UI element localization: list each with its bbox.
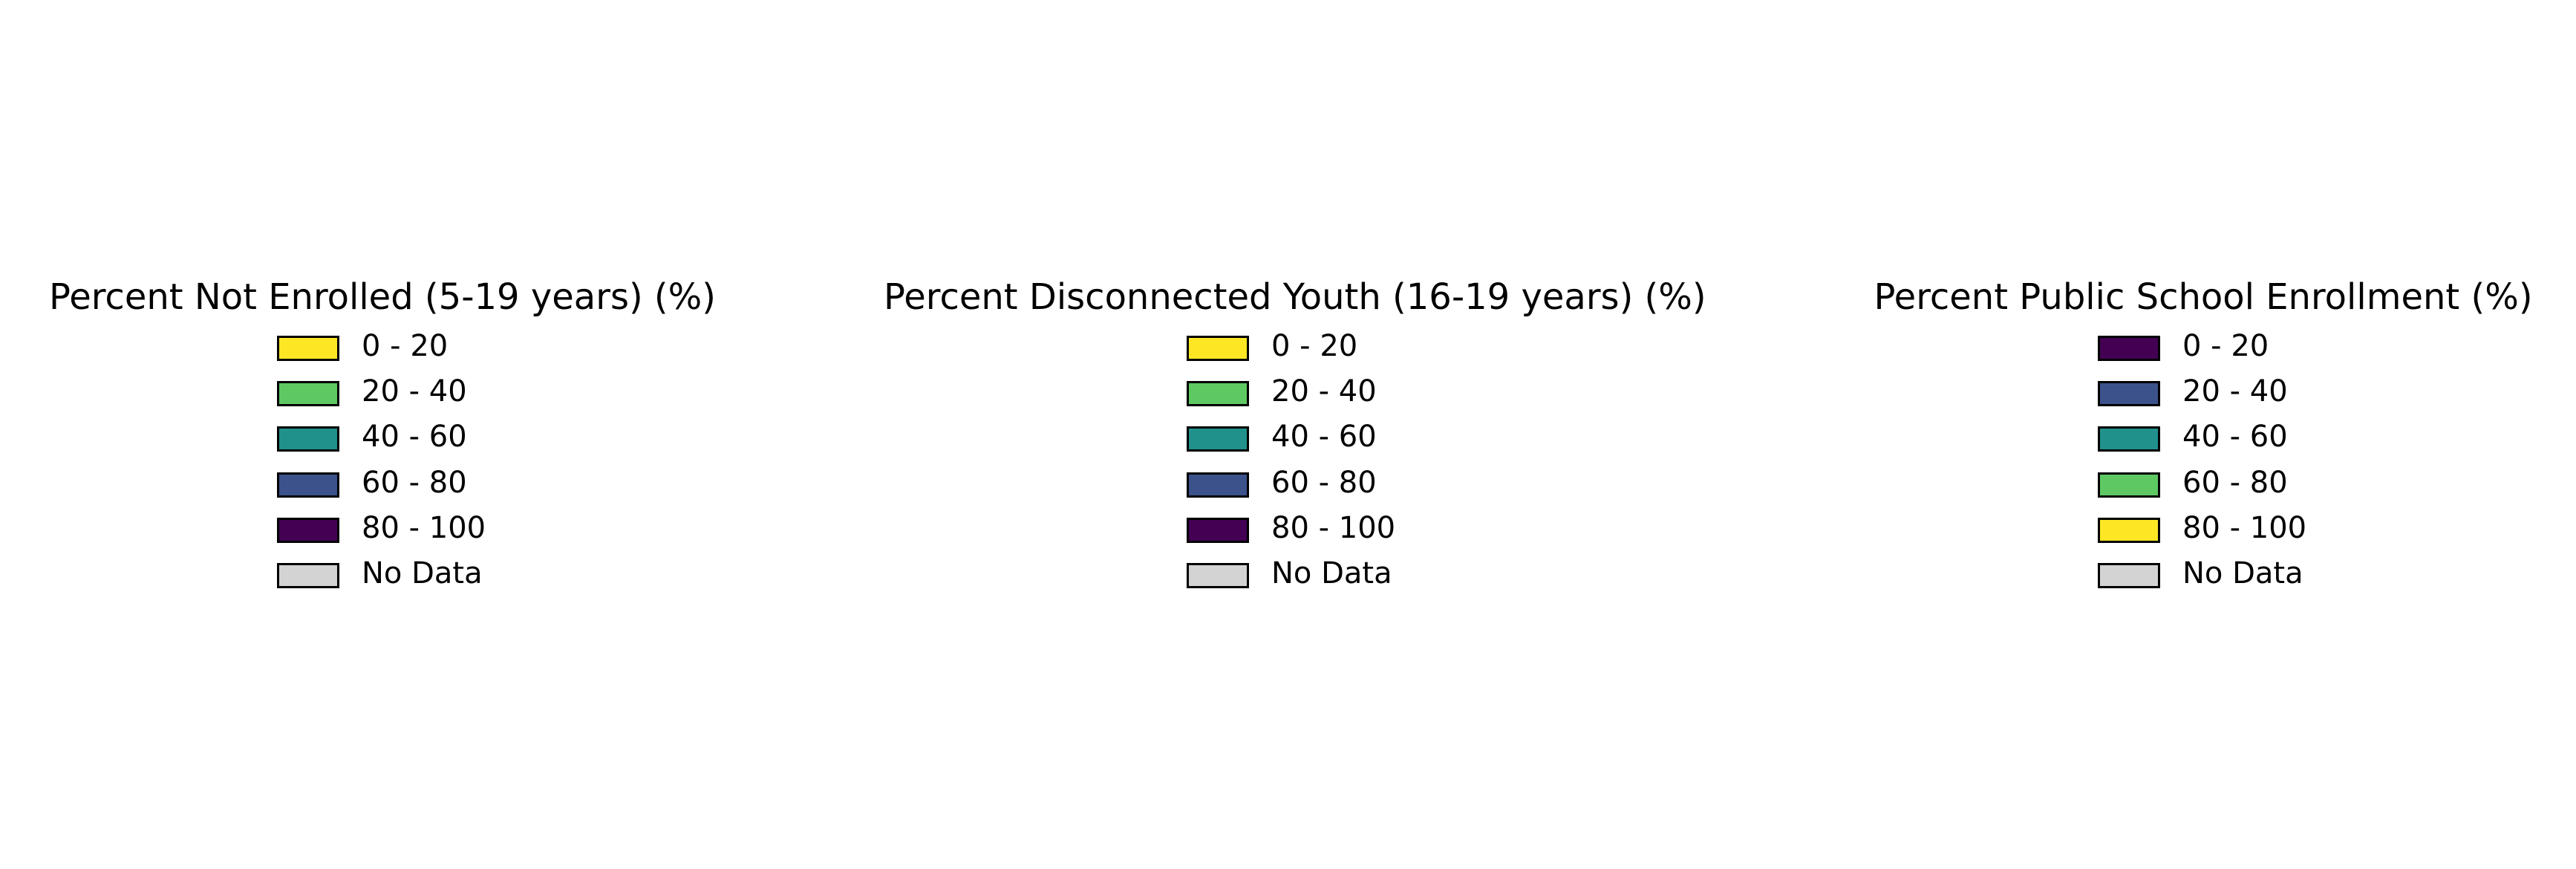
legend-entry: 20 - 40 [275,372,616,417]
legend-label: 20 - 40 [1271,374,1377,409]
legend-label: No Data [1271,556,1392,590]
legend-entry: 0 - 20 [275,327,616,372]
legend-swatch [277,562,339,588]
legend-swatch [2098,426,2160,452]
legend-entry: 60 - 80 [2096,463,2437,509]
legend-label: 0 - 20 [2182,329,2269,363]
legend-entry: 0 - 20 [2096,327,2437,372]
legend-entry: 20 - 40 [1184,372,1526,417]
legend-items: 0 - 20 20 - 40 40 - 60 60 - 80 80 - 100 No Da… [1184,327,1526,599]
legend-entry: 40 - 60 [2096,417,2437,463]
legend-entry: 0 - 20 [1184,327,1526,372]
legend-entry: No Data [1184,554,1526,599]
legend-swatch [2098,472,2160,498]
legend-entry: No Data [275,554,616,599]
legend-entry: No Data [2096,554,2437,599]
legend-label: 20 - 40 [2182,374,2288,409]
legend-disconnected-youth: Percent Disconnected Youth (16-19 years)… [884,0,2109,869]
legend-title: Percent Disconnected Youth (16-19 years)… [884,276,1706,318]
legend-swatch [2098,517,2160,543]
legend-items: 0 - 20 20 - 40 40 - 60 60 - 80 80 - 100 No Da… [275,327,616,599]
legend-entry: 80 - 100 [2096,509,2437,554]
legend-label: 80 - 100 [2182,510,2307,545]
legend-swatch [277,517,339,543]
legend-label: 0 - 20 [1271,329,1358,363]
legend-swatch [2098,381,2160,407]
legend-label: 60 - 80 [2182,465,2288,500]
legend-swatch [1187,562,1249,588]
legend-entry: 20 - 40 [2096,372,2437,417]
legend-label: 40 - 60 [1271,420,1377,455]
legend-entry: 40 - 60 [275,417,616,463]
legend-swatch [1187,426,1249,452]
legend-title: Percent Public School Enrollment (%) [1874,276,2533,318]
legend-label: No Data [2182,556,2303,590]
legend-swatch [1187,472,1249,498]
legend-swatch [277,381,339,407]
legend-not-enrolled: Percent Not Enrolled (5-19 years) (%) 0 … [49,0,1199,869]
legend-label: 60 - 80 [362,465,467,500]
legend-swatch [2098,562,2160,588]
legend-label: 0 - 20 [362,329,449,363]
legend-label: 80 - 100 [1271,510,1396,545]
legend-swatch [277,472,339,498]
legend-entry: 80 - 100 [275,509,616,554]
legend-public-school-enrollment: Percent Public School Enrollment (%) 0 -… [1874,0,2576,869]
legend-entry: 40 - 60 [1184,417,1526,463]
legend-label: 20 - 40 [362,374,467,409]
legend-swatch [1187,336,1249,361]
legend-label: 60 - 80 [1271,465,1377,500]
legend-items: 0 - 20 20 - 40 40 - 60 60 - 80 80 - 100 No Da… [2096,327,2437,599]
legend-swatch [1187,517,1249,543]
legend-label: 40 - 60 [362,420,467,455]
legend-swatch [2098,336,2160,361]
legend-swatch [1187,381,1249,407]
legend-swatch [277,426,339,452]
legend-title: Percent Not Enrolled (5-19 years) (%) [48,276,716,318]
legend-label: 80 - 100 [362,510,486,545]
legend-entry: 60 - 80 [275,463,616,509]
legend-label: No Data [362,556,483,590]
legend-label: 40 - 60 [2182,420,2288,455]
legend-entry: 60 - 80 [1184,463,1526,509]
legend-entry: 80 - 100 [1184,509,1526,554]
legend-swatch [277,336,339,361]
